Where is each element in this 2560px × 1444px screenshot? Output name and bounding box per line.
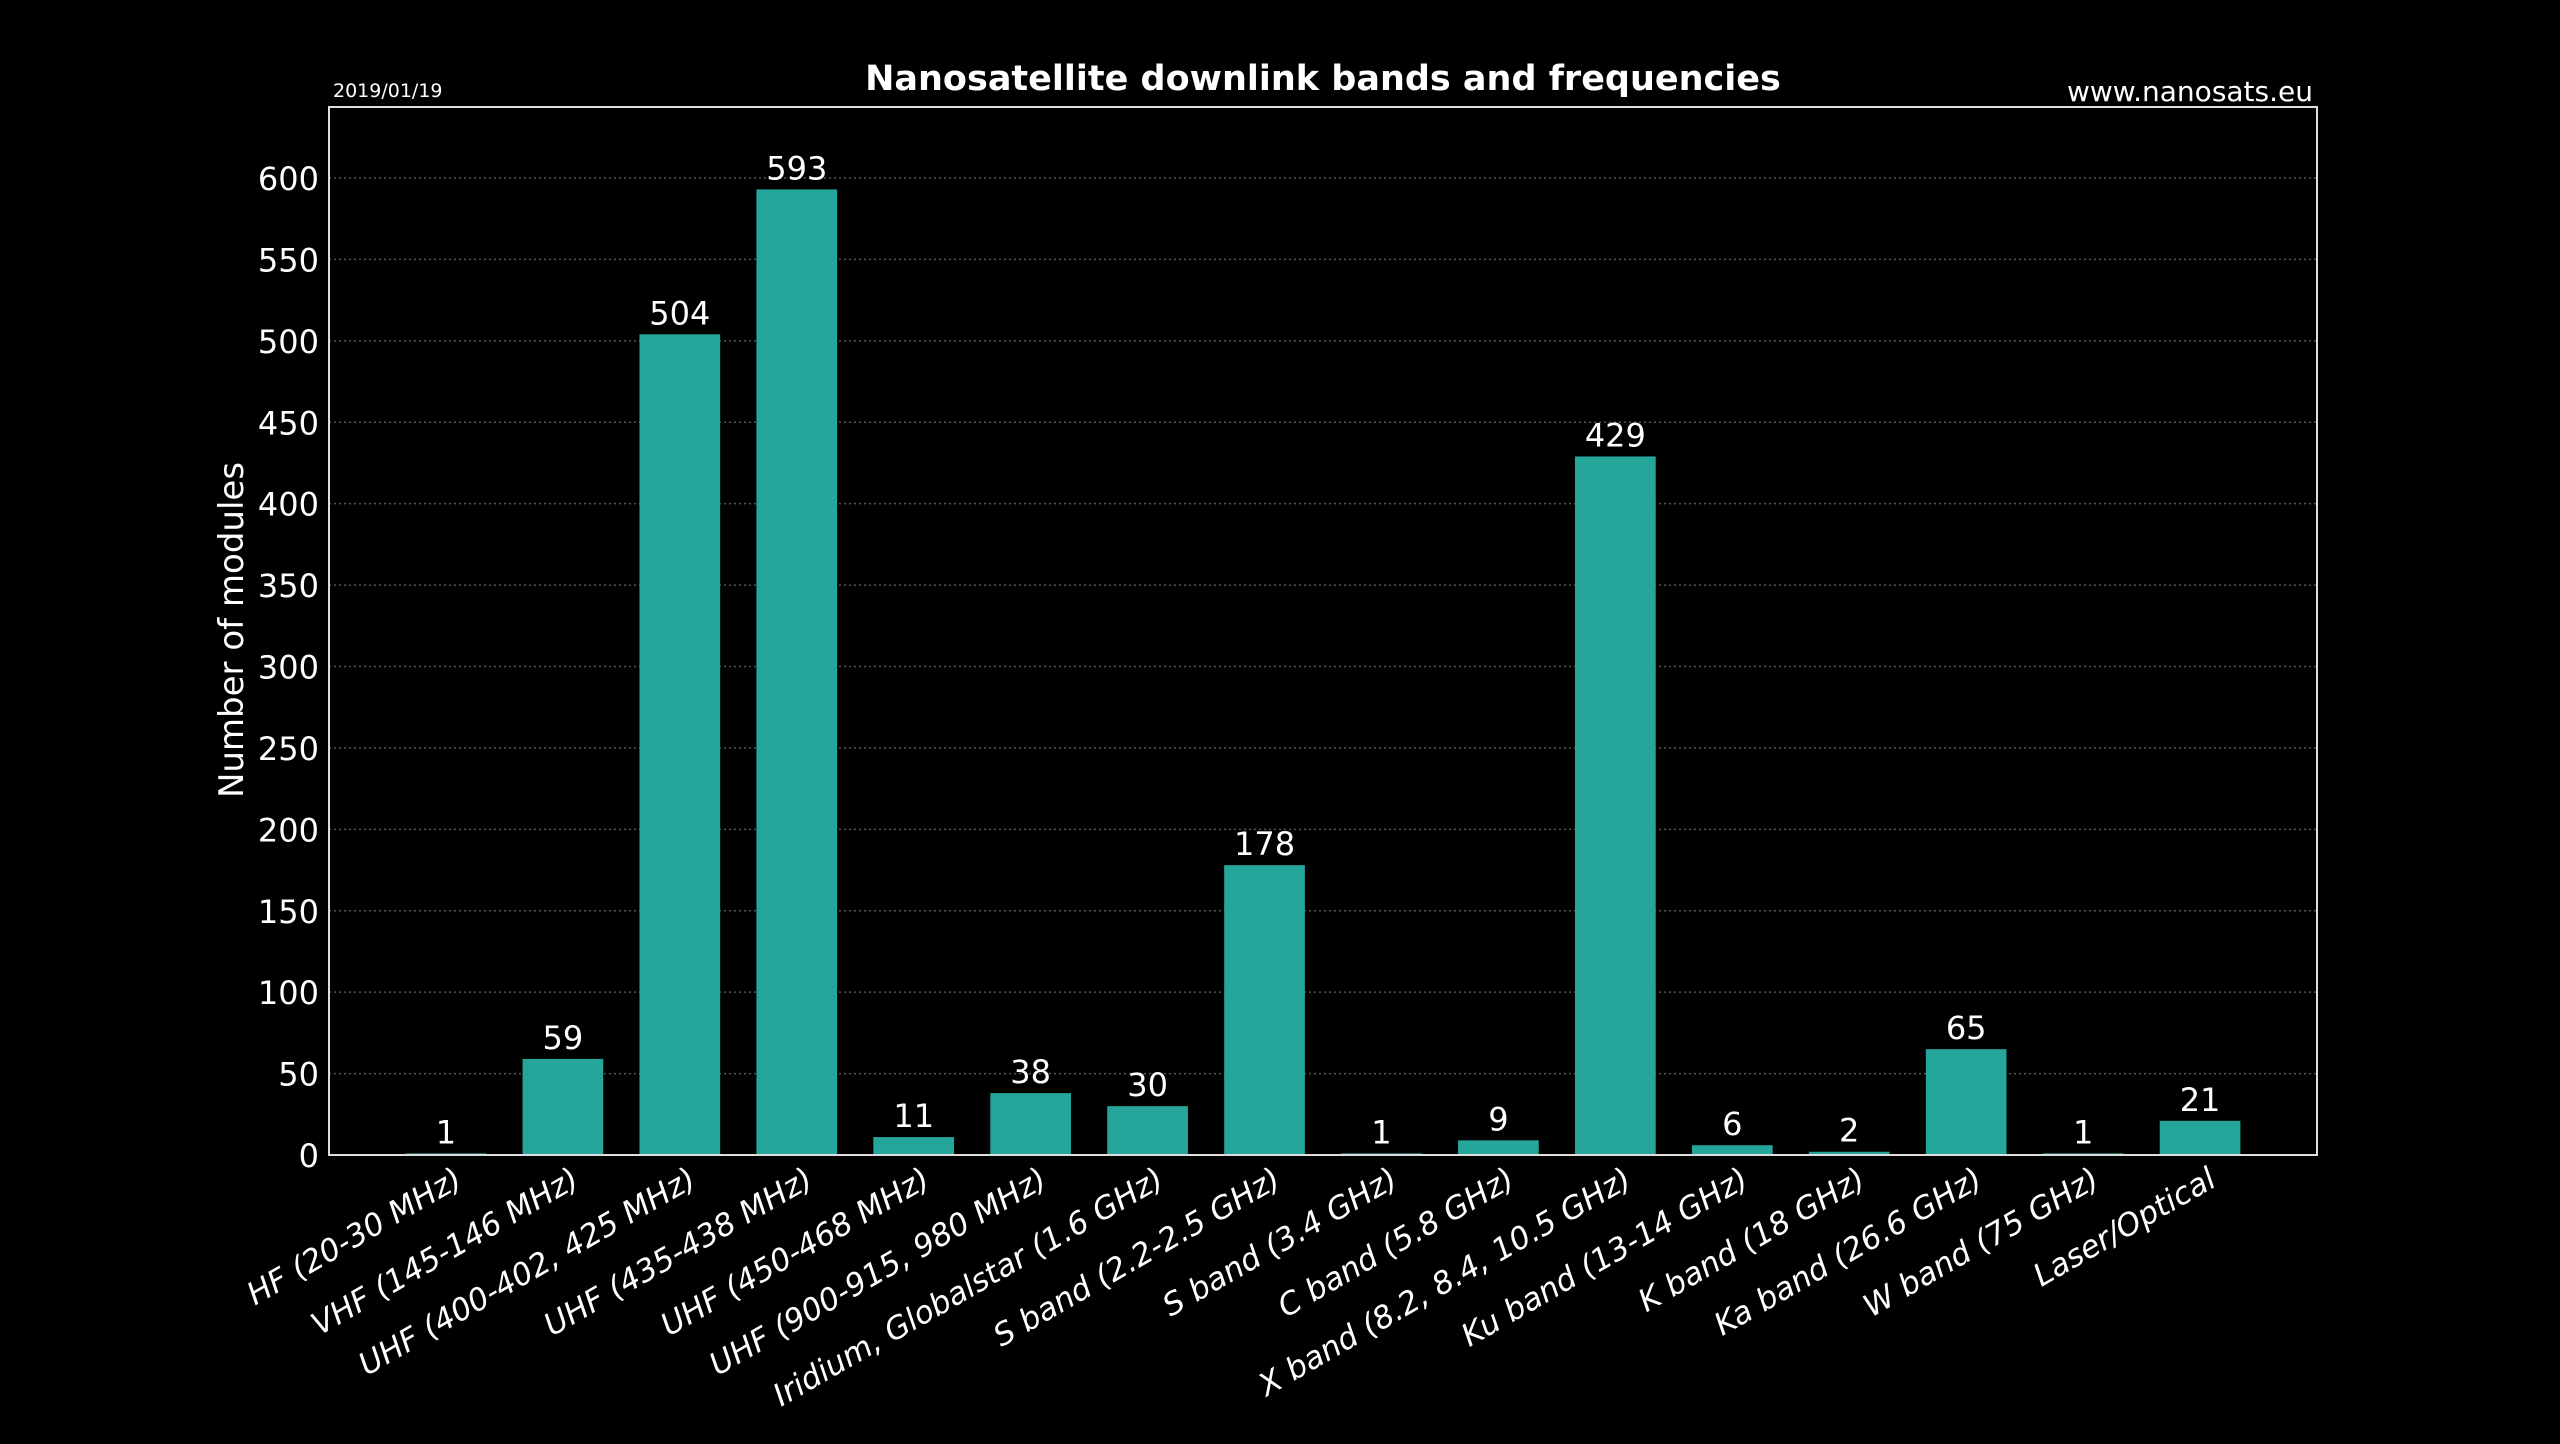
y-axis-label: Number of modules xyxy=(212,462,252,798)
y-tick-label: 500 xyxy=(258,323,319,361)
chart-title: Nanosatellite downlink bands and frequen… xyxy=(865,59,1781,99)
data-label: 429 xyxy=(1585,416,1646,454)
y-tick-label: 250 xyxy=(258,730,319,768)
data-label: 1 xyxy=(436,1113,456,1151)
bar xyxy=(522,1058,604,1155)
date-label: 2019/01/19 xyxy=(333,80,443,102)
bar xyxy=(873,1137,955,1155)
bar xyxy=(1808,1151,1890,1155)
data-label: 38 xyxy=(1010,1053,1051,1091)
source-label: www.nanosats.eu xyxy=(2067,75,2313,108)
y-tick-label: 600 xyxy=(258,160,319,198)
bar xyxy=(1107,1106,1188,1155)
bar xyxy=(990,1093,1071,1155)
data-label: 6 xyxy=(1722,1105,1742,1143)
y-tick-label: 0 xyxy=(299,1137,319,1175)
data-label: 21 xyxy=(2180,1081,2221,1119)
data-label: 9 xyxy=(1488,1100,1508,1138)
data-label: 1 xyxy=(1371,1113,1391,1151)
y-tick-label: 400 xyxy=(258,486,319,524)
data-label: 1 xyxy=(2073,1113,2093,1151)
data-label: 504 xyxy=(649,294,710,332)
bar xyxy=(639,334,721,1155)
bar xyxy=(1691,1145,1773,1155)
y-tick-label: 300 xyxy=(258,649,319,687)
bar xyxy=(1925,1049,2007,1155)
y-tick-label: 150 xyxy=(258,893,319,931)
data-label: 59 xyxy=(543,1019,584,1057)
bar xyxy=(1575,456,1656,1155)
data-label: 65 xyxy=(1946,1009,1987,1047)
data-label: 30 xyxy=(1127,1066,1168,1104)
bar xyxy=(1458,1140,1539,1155)
y-tick-label: 350 xyxy=(258,567,319,605)
y-tick-label: 550 xyxy=(258,241,319,279)
data-label: 178 xyxy=(1234,825,1295,863)
data-label: 593 xyxy=(766,149,827,187)
y-tick-label: 50 xyxy=(278,1056,319,1094)
y-tick-label: 200 xyxy=(258,811,319,849)
plot-frame xyxy=(328,106,2318,1156)
data-label: 2 xyxy=(1839,1112,1859,1150)
bar xyxy=(756,189,838,1156)
bar xyxy=(1224,865,1305,1155)
bar xyxy=(2159,1120,2241,1155)
y-tick-label: 450 xyxy=(258,404,319,442)
data-label: 11 xyxy=(893,1097,934,1135)
y-tick-label: 100 xyxy=(258,974,319,1012)
